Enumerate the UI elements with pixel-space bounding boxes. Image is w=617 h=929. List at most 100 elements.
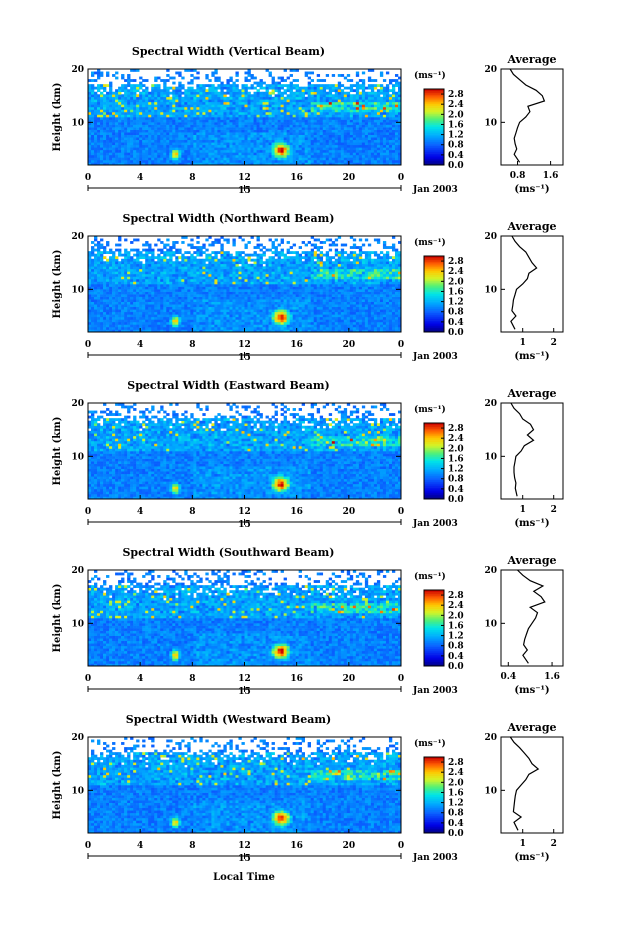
- colorbar-step: [424, 591, 444, 595]
- day-marker: 15: [238, 854, 251, 864]
- colorbar-step: [424, 449, 444, 452]
- colorbar-step: [424, 294, 444, 297]
- average-x-label: (ms⁻¹): [514, 852, 549, 863]
- x-tick-label: 0: [85, 340, 91, 350]
- panel-title: Spectral Width (Vertical Beam): [132, 45, 325, 58]
- average-profile-line: [516, 569, 546, 664]
- colorbar-step: [424, 614, 444, 617]
- colorbar-step: [424, 161, 444, 164]
- colorbar-step: [424, 629, 444, 633]
- average-y-tick-label: 20: [484, 733, 497, 743]
- panel-title: Spectral Width (Westward Beam): [126, 713, 331, 726]
- average-title: Average: [506, 721, 556, 734]
- colorbar-step: [424, 324, 444, 327]
- colorbar: 2.82.42.01.61.20.80.40.0: [423, 88, 464, 171]
- colorbar-tick-label: 0.8: [448, 308, 464, 318]
- colorbar-step: [424, 635, 444, 638]
- x-tick-label: 0: [398, 173, 404, 183]
- colorbar-step: [424, 261, 444, 264]
- x-tick-label: 16: [290, 674, 303, 684]
- x-tick-label: 0: [398, 340, 404, 350]
- colorbar-step: [424, 641, 444, 644]
- colorbar-tick-label: 1.6: [448, 621, 464, 631]
- average-profile-line: [510, 402, 535, 497]
- average-y-tick-label: 10: [484, 285, 497, 295]
- colorbar-step: [424, 455, 444, 458]
- colorbar-step: [424, 125, 444, 128]
- y-tick-label: 20: [71, 232, 84, 242]
- average-frame: [500, 235, 564, 333]
- colorbar-tick-label: 0.0: [448, 161, 464, 171]
- colorbar-step: [424, 109, 444, 113]
- average-x-tick-label: 1: [520, 505, 526, 515]
- y-tick-label: 20: [71, 733, 84, 743]
- colorbar-step: [424, 146, 444, 149]
- average-x-label: (ms⁻¹): [514, 685, 549, 696]
- colorbar-tick-label: 0.4: [448, 652, 464, 662]
- colorbar-step: [424, 159, 444, 162]
- colorbar-step: [424, 163, 444, 166]
- colorbar-step: [424, 102, 444, 105]
- date-label: Jan 2003: [412, 686, 458, 696]
- colorbar-step: [424, 265, 444, 268]
- colorbar-step: [424, 597, 444, 600]
- colorbar-step: [424, 426, 444, 429]
- colorbar-step: [424, 436, 444, 439]
- colorbar-tick-label: 1.6: [448, 287, 464, 297]
- colorbar-step: [424, 134, 444, 137]
- y-tick-label: 20: [71, 65, 84, 75]
- average-y-tick-label: 20: [484, 232, 497, 242]
- colorbar-step: [424, 616, 444, 619]
- colorbar-tick-label: 2.4: [448, 267, 464, 277]
- colorbar-step: [424, 256, 444, 259]
- x-tick-label: 4: [137, 674, 143, 684]
- colorbar-step: [424, 605, 444, 608]
- colorbar-tick-label: 0.8: [448, 141, 464, 151]
- colorbar-step: [424, 590, 444, 593]
- colorbar-step: [424, 620, 444, 623]
- colorbar-tick-label: 0.4: [448, 819, 464, 829]
- date-label: Jan 2003: [412, 853, 458, 863]
- colorbar-step: [424, 770, 444, 773]
- colorbar-step: [424, 658, 444, 661]
- colorbar-step: [424, 777, 444, 781]
- date-label: Jan 2003: [412, 352, 458, 362]
- colorbar-step: [424, 115, 444, 118]
- x-tick-label: 4: [137, 340, 143, 350]
- x-tick-label: 20: [343, 841, 356, 851]
- colorbar-step: [424, 280, 444, 283]
- colorbar-step: [424, 622, 444, 625]
- average-frame: [500, 569, 564, 667]
- x-tick-label: 12: [238, 507, 251, 517]
- colorbar-step: [424, 812, 444, 815]
- average-profile-line: [509, 68, 546, 163]
- y-axis-label: Height (km): [52, 83, 63, 152]
- colorbar-step: [424, 128, 444, 132]
- colorbar-step: [424, 157, 444, 160]
- colorbar-step: [424, 802, 444, 805]
- colorbar-step: [424, 476, 444, 479]
- colorbar-step: [424, 491, 444, 494]
- colorbar-step: [424, 825, 444, 828]
- colorbar-step: [424, 660, 444, 663]
- colorbar-step: [424, 464, 444, 467]
- x-tick-label: 0: [85, 173, 91, 183]
- average-x-label: (ms⁻¹): [514, 351, 549, 362]
- colorbar-step: [424, 147, 444, 151]
- colorbar-frame: [423, 88, 445, 166]
- colorbar-step: [424, 443, 444, 447]
- colorbar-step: [424, 142, 444, 145]
- colorbar-step: [424, 779, 444, 782]
- colorbar-step: [424, 631, 444, 634]
- colorbar-step: [424, 656, 444, 659]
- colorbar-step: [424, 489, 444, 492]
- colorbar-step: [424, 328, 444, 331]
- colorbar-step: [424, 132, 444, 135]
- beam-panel: Spectral Width (Vertical Beam) Height (km…: [52, 45, 564, 196]
- colorbar-step: [424, 307, 444, 310]
- x-tick-label: 16: [290, 340, 303, 350]
- colorbar-step: [424, 796, 444, 800]
- average-x-label: (ms⁻¹): [514, 518, 549, 529]
- heatmap-cells: [88, 69, 402, 166]
- panels-group: Spectral Width (Vertical Beam) Height (km…: [52, 45, 564, 864]
